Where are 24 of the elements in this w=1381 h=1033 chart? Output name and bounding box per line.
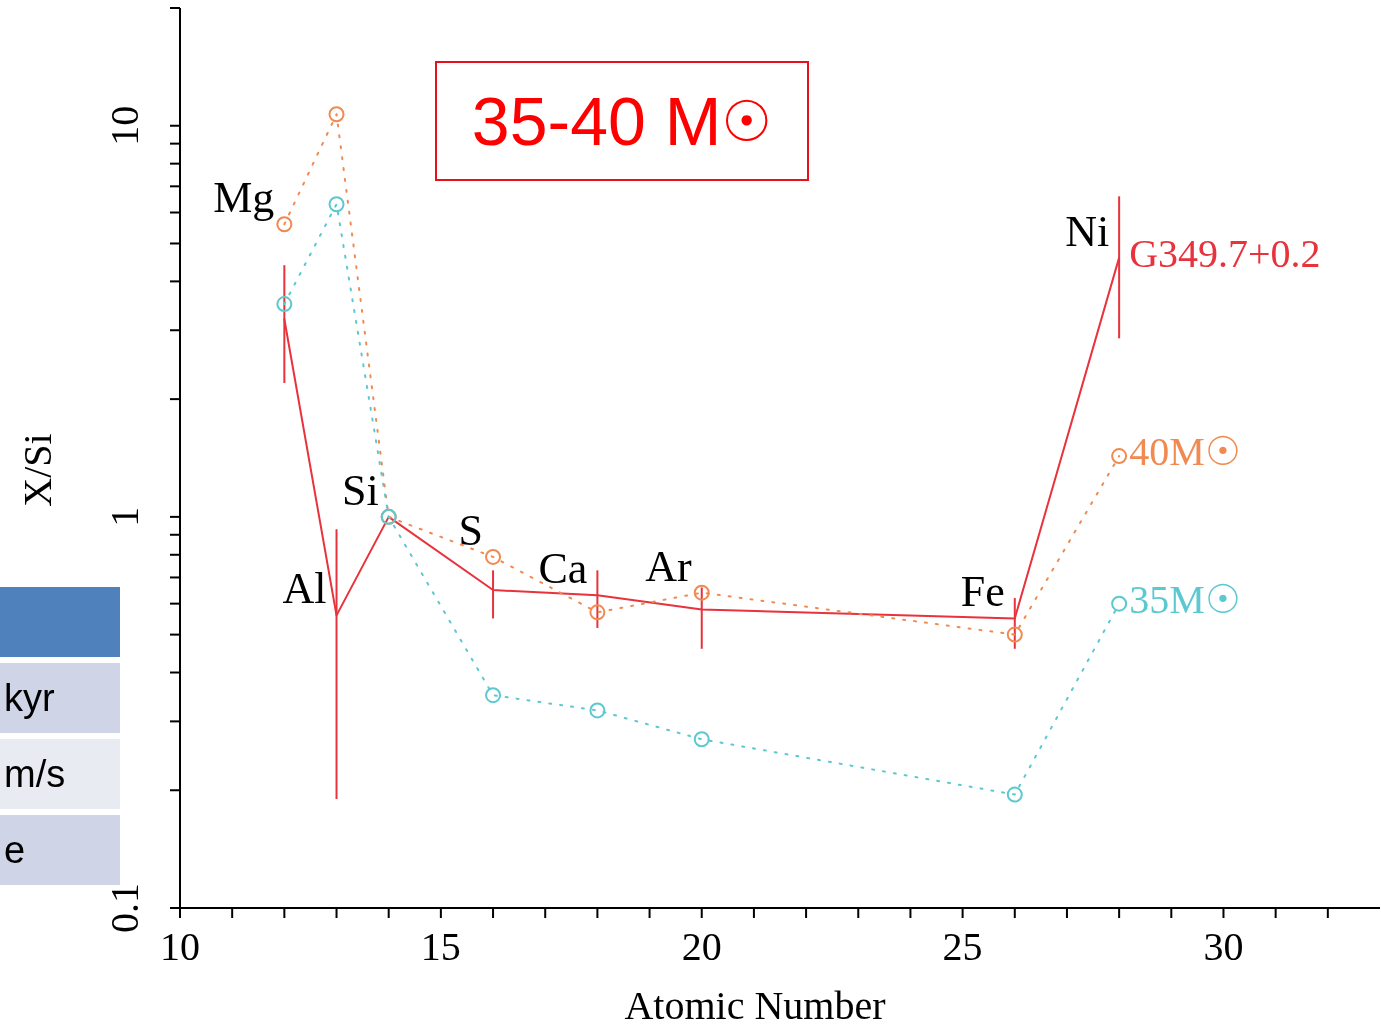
annotation: Si — [341, 465, 379, 515]
text: kyr — [0, 663, 120, 733]
series-label: 40M☉ — [1129, 429, 1241, 475]
x-tick-label: 25 — [942, 924, 983, 969]
annotation: S — [458, 505, 484, 555]
x-tick-label: 15 — [420, 924, 461, 969]
annotation: Ar — [645, 541, 693, 591]
annotation: Al — [282, 564, 327, 614]
x-tick-label: 30 — [1203, 924, 1244, 969]
x-axis-title: Atomic Number — [623, 982, 887, 1029]
series-label: G349.7+0.2 — [1129, 230, 1321, 276]
annotation: Ca — [538, 544, 588, 594]
y-tick-label: 10 — [102, 105, 147, 146]
series-label: 35M☉ — [1129, 576, 1241, 622]
annotation: Fe — [960, 567, 1005, 617]
y-tick-label: 0.1 — [102, 883, 147, 933]
x-tick-label: 20 — [681, 924, 722, 969]
y-tick-label: 1 — [102, 506, 147, 527]
text: m/s — [0, 739, 120, 809]
annotation: Ni — [1065, 206, 1110, 256]
annotation: Mg — [213, 173, 275, 223]
x-tick-label: 10 — [160, 924, 200, 969]
text: e — [4, 828, 26, 871]
y-axis-title: X/Si — [13, 433, 61, 507]
